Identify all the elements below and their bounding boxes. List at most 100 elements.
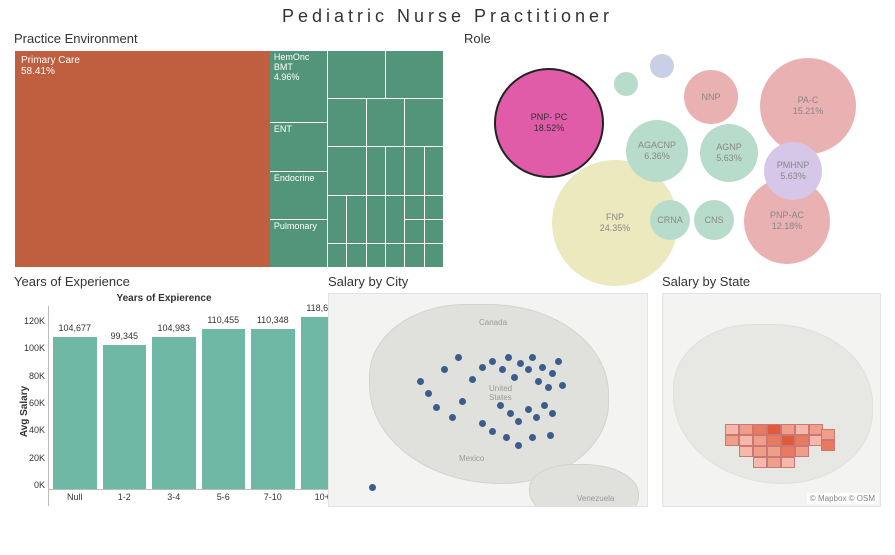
treemap-cell[interactable] xyxy=(328,99,366,146)
city-dot[interactable] xyxy=(545,384,552,391)
state-cell[interactable] xyxy=(725,435,739,446)
bubble[interactable]: NNP xyxy=(684,70,738,124)
state-cell[interactable] xyxy=(781,424,795,435)
bar[interactable]: 99,345 xyxy=(103,345,147,489)
state-cell[interactable] xyxy=(739,446,753,457)
city-dot[interactable] xyxy=(469,376,476,383)
treemap-cell[interactable] xyxy=(367,244,385,267)
city-dot[interactable] xyxy=(515,442,522,449)
bubble[interactable] xyxy=(614,72,638,96)
treemap-cell[interactable] xyxy=(405,220,423,243)
state-cell[interactable] xyxy=(767,435,781,446)
state-cell[interactable] xyxy=(739,435,753,446)
city-dot[interactable] xyxy=(441,366,448,373)
treemap-cell[interactable] xyxy=(347,244,365,267)
treemap-cell[interactable] xyxy=(425,220,443,243)
city-dot[interactable] xyxy=(517,360,524,367)
treemap-cell[interactable] xyxy=(386,196,404,243)
city-dot[interactable] xyxy=(559,382,566,389)
treemap-cell[interactable] xyxy=(347,196,365,243)
bubble[interactable]: AGNP5.63% xyxy=(700,124,758,182)
treemap-cell[interactable] xyxy=(367,99,405,146)
city-dot[interactable] xyxy=(417,378,424,385)
city-dot[interactable] xyxy=(525,406,532,413)
city-dot[interactable] xyxy=(459,398,466,405)
city-dot[interactable] xyxy=(489,428,496,435)
treemap-cell[interactable] xyxy=(328,244,346,267)
treemap-cell[interactable] xyxy=(405,99,443,146)
city-dot[interactable] xyxy=(369,484,376,491)
bar[interactable]: 104,983 xyxy=(152,337,196,489)
bar[interactable]: 110,455 xyxy=(202,329,246,489)
city-dot[interactable] xyxy=(455,354,462,361)
city-dot[interactable] xyxy=(555,358,562,365)
treemap-cell[interactable] xyxy=(386,244,404,267)
state-cell[interactable] xyxy=(781,457,795,468)
city-dot[interactable] xyxy=(549,410,556,417)
bar[interactable]: 104,677 xyxy=(53,337,97,489)
state-cell[interactable] xyxy=(753,424,767,435)
state-cell[interactable] xyxy=(739,424,753,435)
city-dot[interactable] xyxy=(533,414,540,421)
treemap-cell[interactable] xyxy=(386,51,443,98)
treemap-cell[interactable]: Pulmonary xyxy=(270,220,327,267)
city-dot[interactable] xyxy=(489,358,496,365)
treemap-cell[interactable] xyxy=(405,244,423,267)
city-dot[interactable] xyxy=(539,364,546,371)
state-cell[interactable] xyxy=(821,429,835,440)
city-dot[interactable] xyxy=(529,354,536,361)
state-cell[interactable] xyxy=(781,435,795,446)
state-cell[interactable] xyxy=(725,424,739,435)
treemap-cell[interactable] xyxy=(328,147,366,194)
city-dot[interactable] xyxy=(507,410,514,417)
bubble[interactable]: CRNA xyxy=(650,200,690,240)
state-cell[interactable] xyxy=(767,446,781,457)
treemap-cell[interactable]: Endocrine xyxy=(270,172,327,219)
treemap-cell[interactable] xyxy=(425,147,443,194)
state-cell[interactable] xyxy=(753,446,767,457)
city-dot[interactable] xyxy=(433,404,440,411)
city-dot[interactable] xyxy=(529,434,536,441)
treemap-cell[interactable] xyxy=(328,51,385,98)
bubble[interactable] xyxy=(650,54,674,78)
city-dot[interactable] xyxy=(505,354,512,361)
treemap-cell[interactable] xyxy=(405,196,423,219)
city-dot[interactable] xyxy=(525,366,532,373)
treemap-cell[interactable] xyxy=(386,147,404,194)
city-dot[interactable] xyxy=(547,432,554,439)
city-dot[interactable] xyxy=(497,402,504,409)
city-dot[interactable] xyxy=(515,418,522,425)
treemap-cell[interactable] xyxy=(405,147,423,194)
bar[interactable]: 110,348 xyxy=(251,329,295,489)
city-dot[interactable] xyxy=(499,366,506,373)
bubble[interactable]: CNS xyxy=(694,200,734,240)
state-cell[interactable] xyxy=(753,457,767,468)
city-dot[interactable] xyxy=(549,370,556,377)
state-cell[interactable] xyxy=(795,424,809,435)
city-dot[interactable] xyxy=(541,402,548,409)
treemap[interactable]: Primary Care 58.41% HemOncBMT4.96%ENTEnd… xyxy=(14,50,444,268)
bubble[interactable]: PA-C15.21% xyxy=(760,58,856,154)
bubble[interactable]: AGACNP6.36% xyxy=(626,120,688,182)
treemap-primary-cell[interactable]: Primary Care 58.41% xyxy=(15,51,270,267)
state-cell[interactable] xyxy=(767,424,781,435)
treemap-cell[interactable] xyxy=(367,147,385,194)
treemap-cell[interactable]: ENT xyxy=(270,123,327,170)
bubble-chart[interactable]: PNP- PC18.52%FNP24.35%PA-C15.21%PNP-AC12… xyxy=(464,50,864,268)
treemap-cell[interactable] xyxy=(425,244,443,267)
city-dot[interactable] xyxy=(503,434,510,441)
state-cell[interactable] xyxy=(795,446,809,457)
city-dot[interactable] xyxy=(535,378,542,385)
state-cell[interactable] xyxy=(795,435,809,446)
state-cell[interactable] xyxy=(781,446,795,457)
state-cell[interactable] xyxy=(821,440,835,451)
city-dot[interactable] xyxy=(511,374,518,381)
treemap-cell[interactable] xyxy=(425,196,443,219)
bar-chart[interactable]: Avg Salary 120K100K80K60K40K20K0K 104,67… xyxy=(48,306,348,506)
city-dot[interactable] xyxy=(425,390,432,397)
treemap-cell[interactable]: HemOncBMT4.96% xyxy=(270,51,327,122)
bubble[interactable]: PMHNP5.63% xyxy=(764,142,822,200)
city-dot[interactable] xyxy=(449,414,456,421)
map-state[interactable]: © Mapbox © OSM xyxy=(662,293,881,507)
map-city[interactable]: CanadaUnitedStatesMexicoVenezuela xyxy=(328,293,648,507)
